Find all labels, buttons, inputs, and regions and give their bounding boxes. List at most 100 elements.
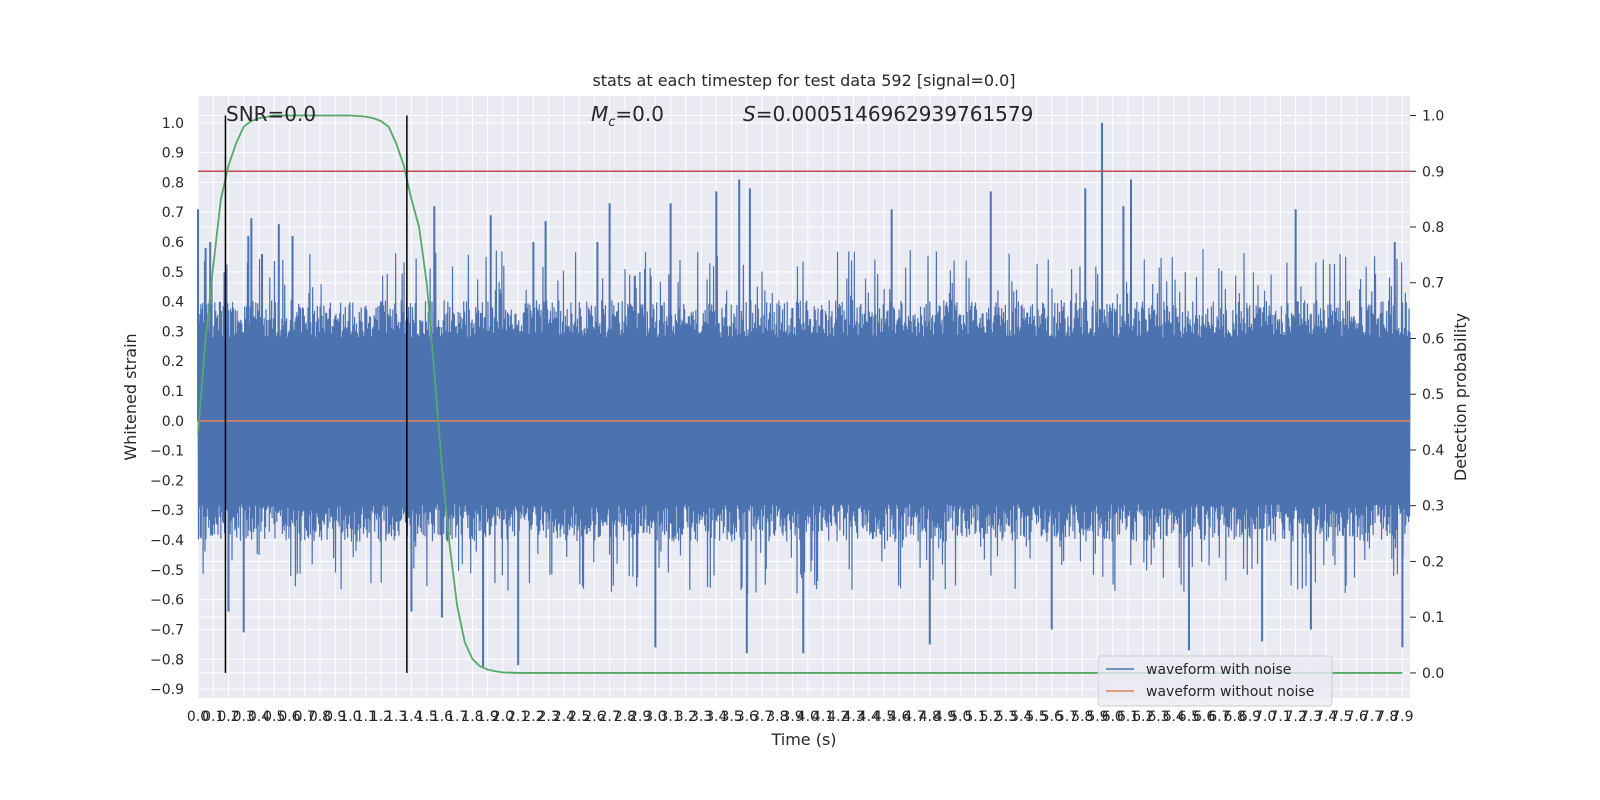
overlay — [197, 114, 1410, 674]
x-tick-label: 4.6 — [888, 709, 910, 725]
x-tick-label: 0.7 — [294, 709, 316, 725]
x-tick-label: 7.4 — [1315, 709, 1337, 725]
x-tick-label: 1.0 — [339, 709, 361, 725]
y-tick-label-left: 0.1 — [162, 384, 184, 400]
x-tick-label: 7.0 — [1254, 709, 1276, 725]
y-tick-label-left: 0.7 — [162, 205, 184, 221]
x-tick-label: 2.1 — [507, 709, 529, 725]
y-tick-label-right: 1.0 — [1422, 109, 1444, 125]
x-tick-label: 4.0 — [797, 709, 819, 725]
x-tick-label: 0.1 — [202, 709, 224, 725]
y-tick-label-left: −0.5 — [150, 563, 184, 579]
x-tick-label: 7.9 — [1391, 709, 1413, 725]
x-tick-label: 6.3 — [1147, 709, 1169, 725]
x-tick-label: 2.5 — [568, 709, 590, 725]
x-tick-label: 1.5 — [416, 709, 438, 725]
x-tick-label: 4.7 — [903, 709, 925, 725]
x-tick-label: 0.0 — [187, 709, 209, 725]
x-tick-label: 1.7 — [446, 709, 468, 725]
x-tick-label: 5.5 — [1025, 709, 1047, 725]
y-tick-label-left: −0.6 — [150, 593, 184, 609]
x-tick-label: 6.1 — [1117, 709, 1139, 725]
x-tick-label: 3.4 — [705, 709, 727, 725]
x-tick-label: 5.1 — [964, 709, 986, 725]
x-tick-label: 6.6 — [1193, 709, 1215, 725]
y-tick-label-right: 0.6 — [1422, 331, 1444, 347]
x-tick-label: 3.7 — [751, 709, 773, 725]
x-tick-label: 7.6 — [1346, 709, 1368, 725]
x-tick-label: 1.1 — [355, 709, 377, 725]
y-tick-label-left: 0.9 — [162, 146, 184, 162]
x-axis-title: Time (s) — [770, 730, 836, 749]
x-tick-label: 5.9 — [1086, 709, 1108, 725]
x-tick-label: 1.3 — [385, 709, 407, 725]
y-tick-label-left: 0.0 — [162, 414, 184, 430]
x-tick-label: 3.1 — [659, 709, 681, 725]
y-tick-label-right: 0.4 — [1422, 443, 1444, 459]
y-tick-label-right: 0.9 — [1422, 164, 1444, 180]
x-tick-label: 0.9 — [324, 709, 346, 725]
y-tick-label-left: −0.8 — [150, 652, 184, 668]
x-tick-label: 4.1 — [812, 709, 834, 725]
y-tick-label-left: 0.3 — [162, 324, 184, 340]
x-tick-label: 1.2 — [370, 709, 392, 725]
y-tick-label-right: 0.0 — [1422, 666, 1444, 682]
x-tick-label: 3.2 — [675, 709, 697, 725]
s-annotation: S=0.0005146962939761579 — [743, 102, 1033, 126]
x-tick-label: 1.9 — [477, 709, 499, 725]
x-tick-label: 3.5 — [720, 709, 742, 725]
x-tick-label: 5.2 — [980, 709, 1002, 725]
x-tick-label: 3.6 — [736, 709, 758, 725]
y-tick-label-left: −0.2 — [150, 473, 184, 489]
chart-title: stats at each timestep for test data 592… — [592, 71, 1015, 90]
snr-annotation: SNR=0.0 — [226, 102, 316, 126]
legend: waveform with noise waveform without noi… — [1097, 655, 1333, 707]
x-tick-label: 2.3 — [538, 709, 560, 725]
x-tick-label: 5.6 — [1041, 709, 1063, 725]
x-tick-label: 7.1 — [1269, 709, 1291, 725]
mc-subscript: c — [608, 115, 615, 130]
series-detection-probability — [197, 114, 1403, 674]
x-tick-label: 3.0 — [644, 709, 666, 725]
x-tick-label: 2.9 — [629, 709, 651, 725]
y-tick-label-right: 0.2 — [1422, 554, 1444, 570]
x-tick-label: 3.8 — [766, 709, 788, 725]
y-tick-label-left: 1.0 — [162, 116, 184, 132]
y-tick-label-right: 0.8 — [1422, 220, 1444, 236]
y-tick-label-right: 0.7 — [1422, 276, 1444, 292]
y-tick-label-left: 0.5 — [162, 265, 184, 281]
x-tick-label: 2.2 — [522, 709, 544, 725]
x-tick-label: 0.3 — [233, 709, 255, 725]
x-tick-label: 2.4 — [553, 709, 575, 725]
y-tick-label-left: 0.2 — [162, 354, 184, 370]
x-tick-label: 6.8 — [1224, 709, 1246, 725]
x-tick-label: 6.4 — [1163, 709, 1185, 725]
y-tick-label-right: 0.3 — [1422, 499, 1444, 515]
x-tick-label: 7.7 — [1361, 709, 1383, 725]
x-tick-label: 7.3 — [1300, 709, 1322, 725]
y-tick-label-right: 0.5 — [1422, 387, 1444, 403]
x-tick-label: 4.2 — [827, 709, 849, 725]
y-tick-label-left: 0.8 — [162, 175, 184, 191]
x-tick-label: 4.8 — [919, 709, 941, 725]
x-tick-label: 7.2 — [1285, 709, 1307, 725]
x-tick-label: 5.3 — [995, 709, 1017, 725]
x-tick-label: 7.8 — [1376, 709, 1398, 725]
legend-label-noise: waveform with noise — [1146, 662, 1291, 678]
x-tick-label: 0.8 — [309, 709, 331, 725]
x-tick-label: 3.3 — [690, 709, 712, 725]
mc-annotation: Mc=0.0 — [591, 102, 664, 130]
x-tick-label: 2.7 — [598, 709, 620, 725]
y-tick-label-right: 0.1 — [1422, 610, 1444, 626]
x-tick-label: 7.5 — [1330, 709, 1352, 725]
y-axis-title-right: Detection probability — [1451, 313, 1470, 481]
x-tick-label: 5.0 — [949, 709, 971, 725]
y-tick-label-left: −0.4 — [150, 533, 184, 549]
x-tick-label: 5.7 — [1056, 709, 1078, 725]
ticks: 0.00.10.20.30.40.50.60.70.80.91.01.11.21… — [150, 109, 1444, 725]
x-tick-label: 0.4 — [248, 709, 270, 725]
y-axis-title-left: Whitened strain — [121, 333, 140, 460]
x-tick-label: 6.7 — [1208, 709, 1230, 725]
y-tick-label-left: −0.9 — [150, 682, 184, 698]
